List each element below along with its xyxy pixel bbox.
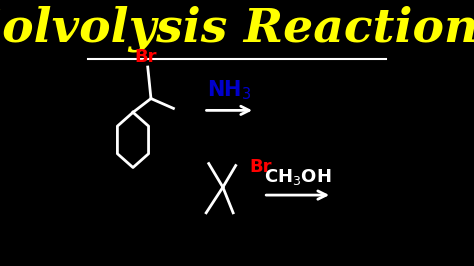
Text: CH$_3$OH: CH$_3$OH: [264, 167, 332, 187]
Text: NH$_3$: NH$_3$: [207, 79, 252, 102]
Text: Br: Br: [134, 48, 156, 66]
Text: Solvolysis Reactions: Solvolysis Reactions: [0, 5, 474, 52]
Text: Br: Br: [249, 157, 272, 176]
